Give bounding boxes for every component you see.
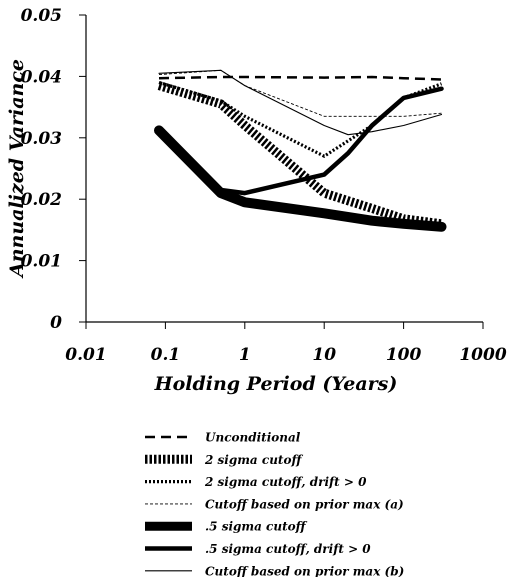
y-axis-ticks: 0 0.01 0.02 0.03 0.04 0.05 bbox=[21, 6, 86, 333]
legend-label: .5 sigma cutoff, drift > 0 bbox=[205, 542, 371, 556]
x-axis-ticks: 0.01 0.1 1 10 100 1000 bbox=[65, 322, 507, 365]
x-axis-title: Holding Period (Years) bbox=[154, 373, 398, 395]
legend: Unconditional 2 sigma cutoff 2 sigma cutof… bbox=[145, 431, 404, 577]
x-tick-label: 1000 bbox=[459, 345, 506, 365]
legend-label: Unconditional bbox=[205, 431, 301, 445]
legend-label: Cutoff based on prior max (b) bbox=[205, 564, 404, 577]
series-line-1 bbox=[158, 75, 442, 81]
series-line-7 bbox=[158, 69, 443, 136]
legend-label: Cutoff based on prior max (a) bbox=[205, 497, 404, 511]
y-tick-label: 0 bbox=[50, 313, 62, 333]
legend-label: .5 sigma cutoff bbox=[205, 520, 308, 534]
legend-label: 2 sigma cutoff bbox=[204, 453, 303, 467]
x-tick-label: 0.1 bbox=[151, 345, 181, 365]
y-axis-title: Annualized Variance bbox=[6, 59, 28, 279]
axes bbox=[85, 15, 483, 323]
plot-area bbox=[154, 69, 447, 232]
y-tick-label: 0.02 bbox=[21, 190, 63, 210]
series-line-5 bbox=[154, 125, 447, 232]
y-tick-label: 0.04 bbox=[21, 67, 62, 87]
x-tick-label: 0.01 bbox=[65, 345, 106, 365]
y-tick-label: 0.03 bbox=[21, 129, 63, 149]
legend-label: 2 sigma cutoff, drift > 0 bbox=[204, 475, 367, 489]
x-tick-label: 1 bbox=[239, 345, 251, 365]
x-tick-label: 10 bbox=[312, 345, 336, 365]
y-tick-label: 0.01 bbox=[21, 252, 62, 272]
series-line-6 bbox=[218, 86, 444, 196]
y-tick-label: 0.05 bbox=[21, 6, 62, 26]
x-tick-label: 100 bbox=[386, 345, 422, 365]
series-line-2 bbox=[157, 81, 443, 229]
